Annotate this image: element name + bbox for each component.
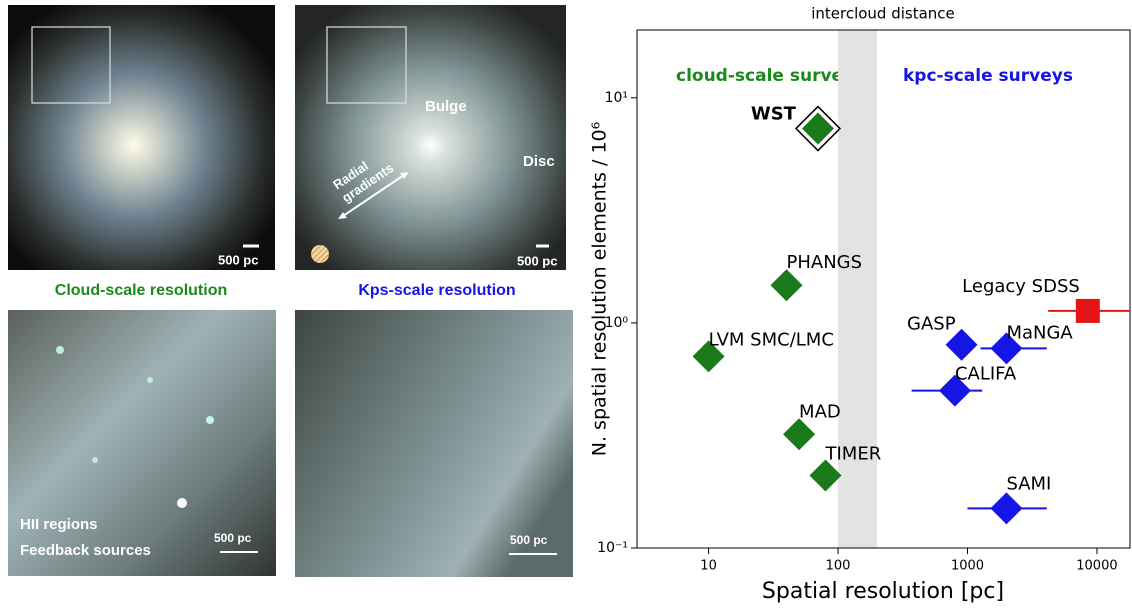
gradient-arrow	[342, 174, 405, 217]
point-label: WST	[751, 104, 797, 125]
hii-spot	[56, 346, 64, 354]
point	[770, 269, 803, 302]
note: Feedback sources	[20, 542, 151, 559]
y-tick-label: 10¹	[605, 90, 628, 106]
galaxy-image	[8, 5, 275, 270]
zoom-image	[295, 310, 573, 577]
point	[783, 418, 816, 451]
point-label: LVM SMC/LMC	[709, 329, 834, 350]
zoom-box	[31, 26, 111, 104]
hii-spot	[147, 377, 153, 383]
x-axis-label: Spatial resolution [pc]	[762, 579, 1004, 604]
hii-spot	[177, 498, 187, 508]
hii-spot	[206, 416, 214, 424]
annotation: kpc-scale surveys	[903, 66, 1073, 86]
point-label: SAMI	[1006, 473, 1051, 494]
image-panels: 500 pc Bulge Disc Radial gradients 500 p…	[8, 5, 573, 577]
scale-label: 500 pc	[218, 252, 258, 267]
point-label: CALIFA	[955, 364, 1017, 385]
caption: Kps-scale resolution	[358, 282, 515, 299]
point-label: GASP	[907, 314, 956, 335]
x-tick-label: 10000	[1076, 559, 1117, 574]
scale-label: 500 pc	[510, 533, 548, 547]
galaxy-image	[295, 5, 566, 270]
point-label: MAD	[799, 401, 841, 422]
zoom-box	[326, 26, 407, 104]
point-label: TIMER	[824, 443, 881, 464]
plot-frame	[636, 29, 1131, 549]
x-tick-label: 1000	[951, 559, 984, 574]
y-axis-label: N. spatial resolution elements / 10⁶	[589, 122, 611, 456]
point-label: Legacy SDSS	[962, 276, 1080, 297]
point	[809, 459, 842, 492]
bulge-label: Bulge	[425, 98, 467, 115]
point	[990, 332, 1023, 365]
note: HII regions	[20, 516, 98, 533]
point	[938, 374, 971, 407]
scale-label: 500 pc	[214, 531, 252, 545]
hii-spot	[92, 457, 98, 463]
scale-label: 500 pc	[517, 253, 557, 268]
point	[945, 328, 978, 361]
band	[838, 30, 878, 548]
point	[692, 340, 725, 373]
point-label: MaNGA	[1006, 322, 1073, 343]
x-tick-label: 100	[826, 559, 851, 574]
psf-icon	[311, 245, 329, 263]
point	[990, 492, 1023, 525]
top-label: intercloud distance	[811, 5, 955, 23]
annotation: cloud-scale surveys	[676, 66, 864, 86]
point-label: PHANGS	[787, 252, 863, 273]
point	[1075, 298, 1100, 323]
point	[801, 112, 834, 145]
x-tick-label: 10	[700, 559, 717, 574]
zoom-image	[8, 310, 276, 576]
y-tick-label: 10⁻¹	[597, 540, 628, 556]
caption: Cloud-scale resolution	[55, 282, 227, 299]
disc-label: Disc	[523, 153, 555, 170]
y-tick-label: 10⁰	[605, 315, 629, 331]
